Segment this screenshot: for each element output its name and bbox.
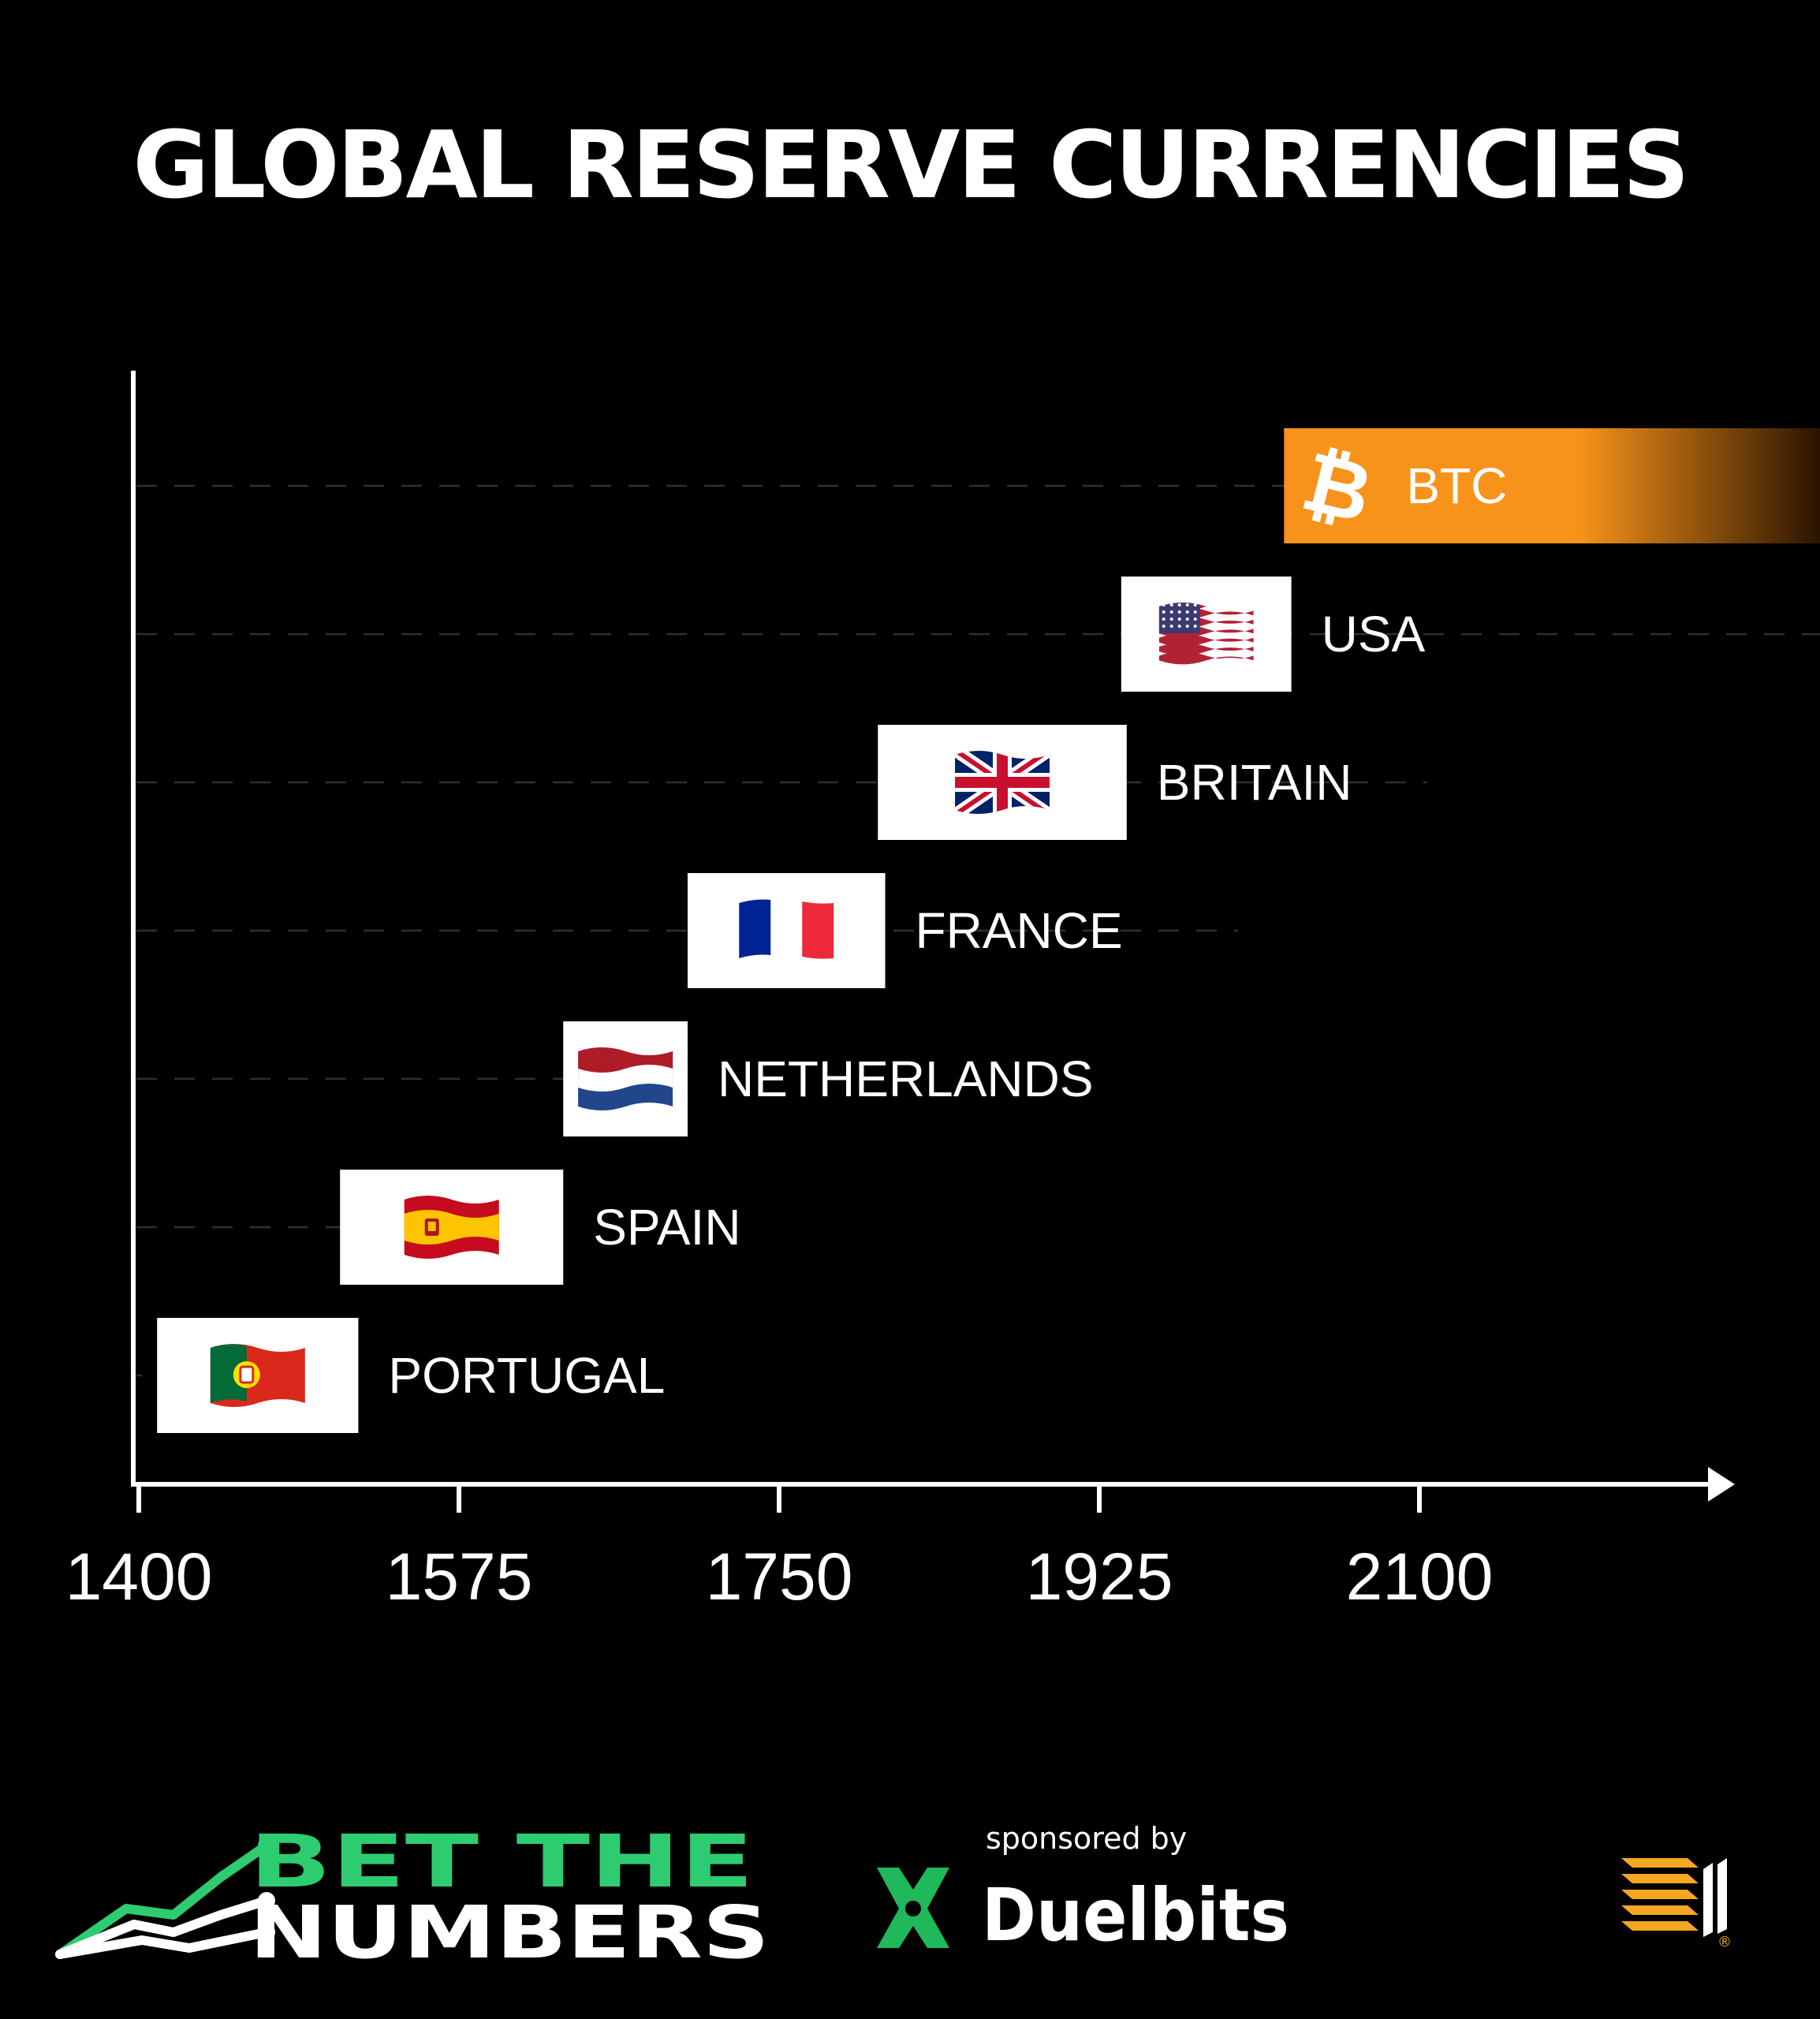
bar-usa: USA [1121, 577, 1426, 692]
bar-spain: SPAIN [340, 1170, 741, 1285]
spain-flag [404, 1196, 499, 1259]
portugal-flag [210, 1344, 305, 1407]
x-tick-label: 1750 [706, 1539, 853, 1614]
france-flag [739, 899, 834, 962]
logo-line-1: BET THE [249, 1822, 754, 1904]
bar-label: USA [1322, 606, 1426, 662]
timeline-chart: PORTUGAL SPAIN NETHERLANDS FRANCE BRITAIN USA… [65, 371, 1820, 1614]
bars: PORTUGAL SPAIN NETHERLANDS FRANCE BRITAIN USA… [157, 428, 1820, 1433]
duelbits-icon [877, 1868, 949, 1948]
registered-mark: ® [1717, 1934, 1732, 1948]
bet-the-numbers-logo: BET THE NUMBERS [55, 1819, 781, 1975]
axes [131, 371, 1735, 1502]
sponsor-block: sponsored by Duelbits [867, 1814, 1309, 1976]
corner-logo-icon: ® [1617, 1853, 1743, 1952]
bar-label: NETHERLANDS [718, 1051, 1094, 1107]
x-axis-arrow [1708, 1467, 1735, 1502]
sponsored-by-label: sponsored by [986, 1821, 1187, 1856]
bar-netherlands: NETHERLANDS [563, 1021, 1094, 1136]
bar-btc: ₿ BTC [1284, 428, 1820, 543]
bar-label: FRANCE [916, 902, 1123, 959]
x-tick-label: 1400 [65, 1539, 213, 1614]
netherlands-flag [578, 1047, 673, 1110]
x-ticks: 1400 1575 1750 1925 2100 [65, 1484, 1494, 1614]
bar-britain: BRITAIN [878, 725, 1352, 840]
chart-title: GLOBAL RESERVE CURRENCIES [132, 110, 1689, 219]
trend-lines-icon [55, 1837, 275, 1959]
sponsor-name: Duelbits [982, 1873, 1289, 1957]
bar-label: PORTUGAL [388, 1347, 665, 1404]
bar-label: SPAIN [593, 1199, 740, 1256]
x-tick-label: 1925 [1026, 1539, 1173, 1614]
bar-portugal: PORTUGAL [157, 1318, 665, 1433]
x-tick-label: 2100 [1346, 1539, 1494, 1614]
bar-france: FRANCE [688, 873, 1123, 988]
bar-label: BRITAIN [1157, 754, 1352, 811]
logo-line-2: NUMBERS [249, 1890, 770, 1964]
bar-label: BTC [1406, 457, 1507, 514]
x-tick-label: 1575 [386, 1539, 533, 1614]
btc-bar [1284, 428, 1820, 543]
